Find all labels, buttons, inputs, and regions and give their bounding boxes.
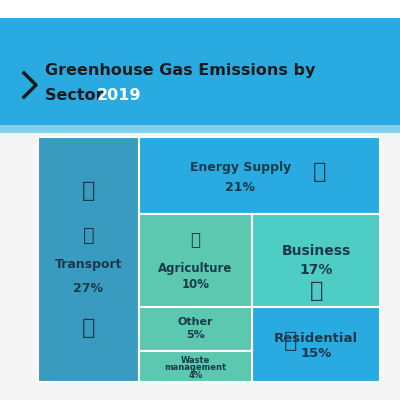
- Text: 🚃: 🚃: [82, 226, 94, 244]
- Text: 5%: 5%: [186, 330, 205, 340]
- Bar: [139, 351, 252, 382]
- Text: Residential: Residential: [274, 332, 358, 345]
- Bar: [0, 0, 400, 125]
- Text: Waste: Waste: [181, 356, 210, 364]
- Text: 🚌: 🚌: [82, 181, 95, 201]
- Text: 🏠: 🏠: [284, 331, 297, 351]
- Text: 10%: 10%: [182, 278, 210, 290]
- Text: Agriculture: Agriculture: [158, 262, 233, 275]
- Bar: [139, 137, 380, 214]
- Text: 🏢: 🏢: [310, 280, 323, 300]
- Text: Energy Supply: Energy Supply: [190, 161, 291, 174]
- Bar: [38, 137, 139, 382]
- Bar: [252, 307, 380, 382]
- Text: 21%: 21%: [225, 181, 255, 194]
- Text: Business: Business: [282, 244, 351, 258]
- Text: 🐓: 🐓: [190, 231, 200, 249]
- Text: 27%: 27%: [74, 282, 104, 295]
- Bar: [139, 214, 252, 307]
- Bar: [0, 125, 400, 133]
- Text: 2019: 2019: [97, 88, 142, 102]
- Bar: [139, 307, 252, 351]
- Text: Sector: Sector: [45, 88, 109, 102]
- Bar: [0, 0, 400, 18]
- Text: Transport: Transport: [55, 258, 122, 271]
- Text: 🚗: 🚗: [82, 318, 95, 338]
- Text: management: management: [164, 363, 227, 372]
- Text: 17%: 17%: [300, 263, 333, 277]
- Bar: [252, 214, 380, 307]
- Text: Other: Other: [178, 318, 213, 328]
- Text: 15%: 15%: [300, 347, 332, 360]
- Text: Greenhouse Gas Emissions by: Greenhouse Gas Emissions by: [45, 62, 315, 78]
- Text: 🏭: 🏭: [313, 162, 326, 182]
- Text: 4%: 4%: [188, 371, 203, 380]
